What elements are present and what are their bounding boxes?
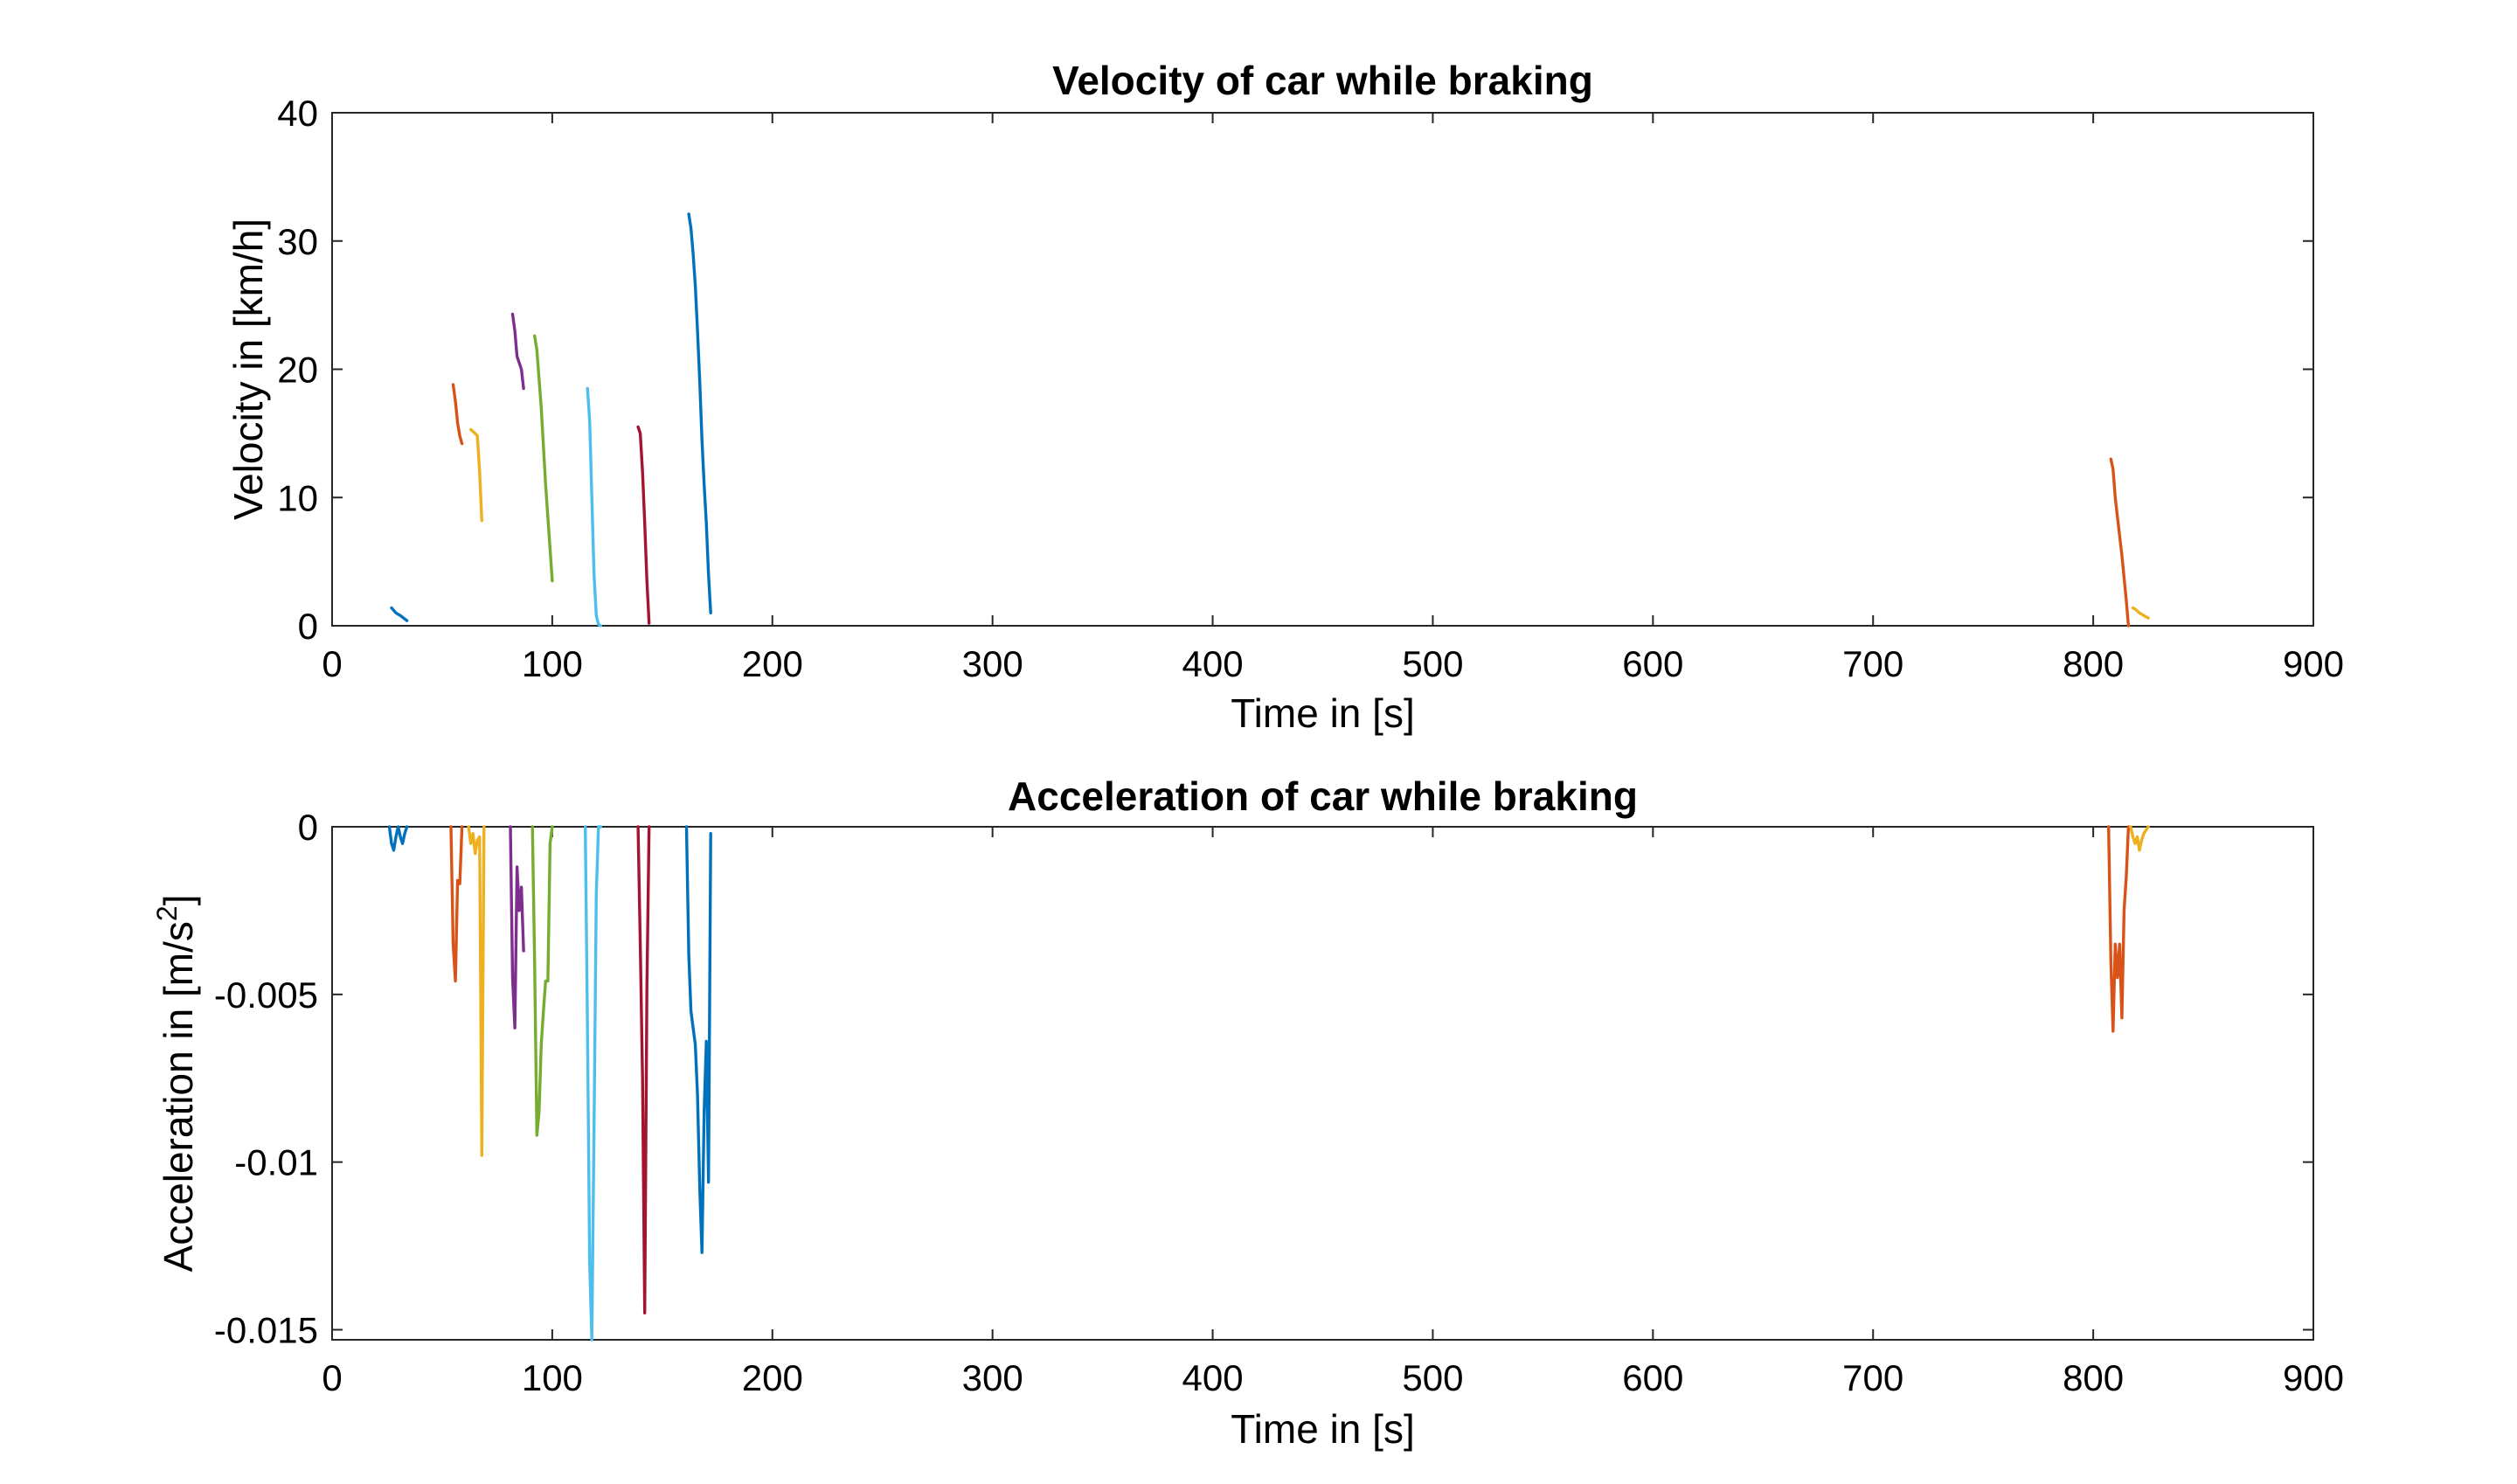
acceleration-x-tick-label: 600 bbox=[1622, 1357, 1683, 1398]
velocity-chart-title: Velocity of car while braking bbox=[1052, 58, 1593, 103]
acceleration-x-tick-label: 200 bbox=[742, 1357, 803, 1398]
acceleration-x-tick-label: 700 bbox=[1842, 1357, 1903, 1398]
acceleration-x-tick-label: 800 bbox=[2063, 1357, 2124, 1398]
velocity-x-tick-label: 300 bbox=[962, 643, 1023, 684]
velocity-y-tick-label: 0 bbox=[298, 606, 318, 647]
acceleration-x-tick-label: 900 bbox=[2283, 1357, 2344, 1398]
acceleration-series-1 bbox=[387, 825, 409, 852]
velocity-x-tick-label: 700 bbox=[1842, 643, 1903, 684]
acceleration-x-tick-label: 400 bbox=[1182, 1357, 1244, 1398]
acceleration-series-3 bbox=[467, 825, 486, 1157]
velocity-series-7 bbox=[636, 425, 651, 625]
velocity-y-tick-label: 10 bbox=[277, 477, 318, 518]
velocity-series-8 bbox=[687, 212, 712, 614]
velocity-x-tick-label: 600 bbox=[1622, 643, 1683, 684]
velocity-y-axis-label: Velocity in [km/h] bbox=[225, 218, 271, 520]
acceleration-y-axis-label-text: Acceleration in [m/s bbox=[156, 921, 201, 1272]
acceleration-x-axis-label: Time in [s] bbox=[1231, 1406, 1414, 1452]
velocity-series-4 bbox=[510, 312, 525, 391]
velocity-y-tick-label: 40 bbox=[277, 93, 318, 134]
acceleration-series-6 bbox=[584, 825, 602, 1342]
velocity-x-tick-label: 400 bbox=[1182, 643, 1244, 684]
acceleration-series-4 bbox=[509, 825, 525, 1030]
acceleration-plot-area bbox=[331, 826, 2314, 1341]
acceleration-chart-panel: 0 100 200 300 400 500 600 700 800 900 0 -0.005 -0.01… bbox=[151, 773, 2344, 1452]
velocity-series-6 bbox=[586, 386, 602, 628]
velocity-series-2 bbox=[451, 383, 464, 446]
velocity-chart-panel: 0 100 200 300 400 500 600 700 800 900 0 10 20 30 40 Vel… bbox=[225, 58, 2344, 736]
velocity-y-axis-label-text: Velocity in [km/h] bbox=[225, 218, 271, 520]
acceleration-series-7 bbox=[636, 825, 651, 1315]
velocity-series-3 bbox=[469, 427, 483, 523]
velocity-x-tick-label: 200 bbox=[742, 643, 803, 684]
acceleration-y-axis-label: Acceleration in [m/s2] bbox=[151, 895, 201, 1272]
velocity-plot-area bbox=[331, 112, 2314, 627]
velocity-x-axis-label: Time in [s] bbox=[1231, 690, 1414, 736]
acceleration-x-tick-label: 500 bbox=[1402, 1357, 1463, 1398]
velocity-series-9 bbox=[2109, 457, 2131, 628]
velocity-y-tick-label: 20 bbox=[277, 350, 318, 391]
velocity-series-1 bbox=[390, 606, 409, 622]
velocity-x-tick-label: 900 bbox=[2283, 643, 2344, 684]
acceleration-series-2 bbox=[449, 825, 464, 983]
acceleration-y-tick-label: -0.015 bbox=[214, 1309, 318, 1350]
acceleration-series-8 bbox=[684, 825, 712, 1254]
acceleration-series-9 bbox=[2106, 825, 2131, 1033]
velocity-series-5 bbox=[533, 334, 554, 583]
acceleration-y-tick-label: -0.01 bbox=[234, 1142, 318, 1183]
velocity-y-tick-label: 30 bbox=[277, 221, 318, 262]
acceleration-x-tick-label: 300 bbox=[962, 1357, 1023, 1398]
velocity-series-10 bbox=[2131, 606, 2150, 620]
acceleration-chart-title: Acceleration of car while braking bbox=[1008, 773, 1638, 819]
acceleration-x-tick-label: 0 bbox=[322, 1357, 342, 1398]
velocity-x-tick-label: 500 bbox=[1402, 643, 1463, 684]
acceleration-x-tick-label: 100 bbox=[522, 1357, 583, 1398]
acceleration-y-axis-label-superscript: 2 bbox=[151, 905, 183, 921]
acceleration-series-group bbox=[387, 825, 2150, 1342]
acceleration-y-tick-label: 0 bbox=[298, 807, 318, 848]
acceleration-series-10 bbox=[2129, 825, 2150, 852]
velocity-x-tick-label: 800 bbox=[2063, 643, 2124, 684]
velocity-series-group bbox=[390, 212, 2150, 628]
acceleration-y-axis-label-suffix: ] bbox=[156, 895, 201, 906]
velocity-x-tick-label: 0 bbox=[322, 643, 342, 684]
acceleration-series-5 bbox=[530, 825, 554, 1137]
acceleration-y-tick-label: -0.005 bbox=[214, 974, 318, 1016]
velocity-x-tick-label: 100 bbox=[522, 643, 583, 684]
